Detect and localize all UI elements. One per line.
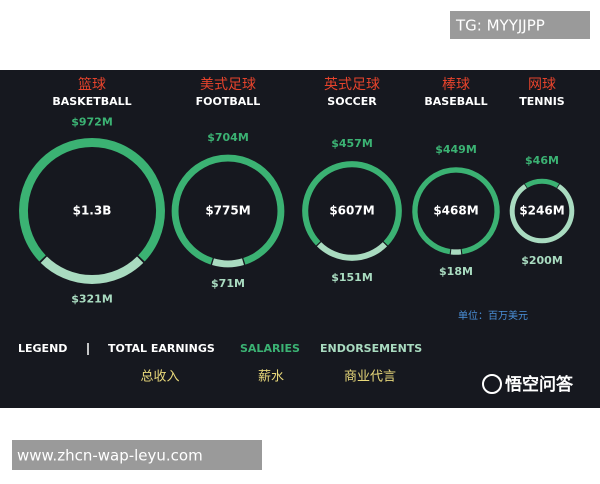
total-label: $607M bbox=[329, 204, 374, 218]
legend-title: LEGEND bbox=[18, 342, 67, 355]
watermark: TG: MYYJJPP bbox=[455, 17, 545, 35]
salary-label: $46M bbox=[525, 154, 559, 167]
unit-note: 单位：百万美元 bbox=[458, 309, 528, 322]
endorsement-label: $321M bbox=[71, 293, 113, 306]
legend-series: SALARIES bbox=[240, 342, 300, 355]
endorsement-arc bbox=[213, 262, 243, 264]
category: FOOTBALL bbox=[196, 95, 261, 108]
legend-total-cn: 总收入 bbox=[140, 370, 179, 385]
category-cn: 网球 bbox=[528, 77, 556, 93]
legend-total: TOTAL EARNINGS bbox=[108, 342, 215, 355]
legend-series-cn: 商业代言 bbox=[344, 370, 396, 385]
category-cn: 美式足球 bbox=[200, 77, 256, 93]
category-cn: 英式足球 bbox=[324, 76, 380, 93]
category: TENNIS bbox=[519, 95, 565, 108]
salary-label: $704M bbox=[207, 131, 249, 144]
category-cn: 棒球 bbox=[442, 77, 470, 93]
category-cn: 篮球 bbox=[78, 77, 106, 93]
legend-series-cn: 薪水 bbox=[258, 370, 284, 385]
footer-url: www.zhcn-wap-leyu.com bbox=[17, 447, 203, 465]
legend-series: ENDORSEMENTS bbox=[320, 342, 422, 355]
endorsement-label: $18M bbox=[439, 265, 473, 278]
salary-label: $972M bbox=[71, 115, 113, 128]
category: BASKETBALL bbox=[52, 95, 131, 108]
total-label: $775M bbox=[205, 204, 250, 218]
total-label: $246M bbox=[519, 204, 564, 218]
category: SOCCER bbox=[327, 95, 377, 108]
endorsement-label: $200M bbox=[521, 254, 563, 267]
endorsement-label: $71M bbox=[211, 277, 245, 290]
category: BASEBALL bbox=[424, 95, 487, 108]
total-label: $468M bbox=[433, 204, 478, 218]
logo: 悟空问答 bbox=[505, 374, 574, 395]
endorsement-label: $151M bbox=[331, 271, 373, 284]
salary-label: $457M bbox=[331, 137, 373, 150]
total-label: $1.3B bbox=[73, 204, 112, 218]
salary-label: $449M bbox=[435, 143, 477, 156]
